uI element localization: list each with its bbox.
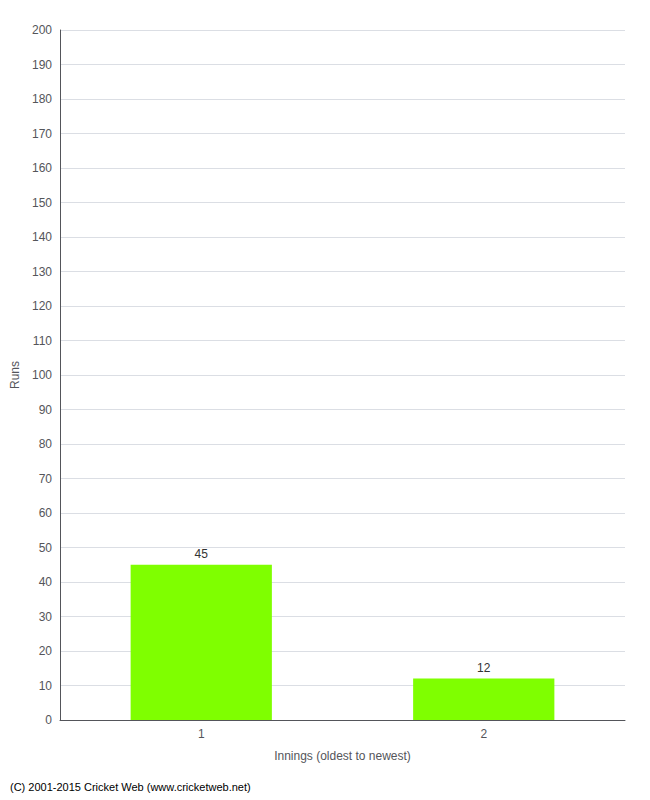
svg-text:200: 200 — [32, 23, 52, 37]
svg-text:100: 100 — [32, 368, 52, 382]
svg-text:180: 180 — [32, 92, 52, 106]
svg-text:110: 110 — [33, 334, 52, 348]
svg-text:Runs: Runs — [8, 361, 22, 389]
svg-text:80: 80 — [39, 437, 53, 451]
svg-text:(C) 2001-2015 Cricket Web (www: (C) 2001-2015 Cricket Web (www.cricketwe… — [10, 781, 251, 793]
svg-text:170: 170 — [32, 127, 52, 141]
svg-text:160: 160 — [32, 161, 52, 175]
svg-text:50: 50 — [39, 541, 53, 555]
svg-text:120: 120 — [32, 299, 52, 313]
svg-text:140: 140 — [32, 230, 52, 244]
svg-text:1: 1 — [198, 727, 205, 741]
svg-text:190: 190 — [32, 58, 52, 72]
svg-text:40: 40 — [39, 575, 53, 589]
svg-text:2: 2 — [480, 727, 487, 741]
svg-text:Innings (oldest to newest): Innings (oldest to newest) — [274, 749, 411, 763]
svg-text:20: 20 — [39, 644, 53, 658]
svg-text:60: 60 — [39, 506, 53, 520]
svg-text:45: 45 — [195, 547, 209, 561]
svg-text:90: 90 — [39, 403, 53, 417]
svg-text:10: 10 — [39, 679, 53, 693]
svg-text:12: 12 — [477, 661, 491, 675]
svg-text:70: 70 — [39, 472, 53, 486]
svg-text:150: 150 — [32, 196, 52, 210]
svg-text:130: 130 — [32, 265, 52, 279]
svg-text:30: 30 — [39, 610, 53, 624]
svg-text:0: 0 — [45, 713, 52, 727]
